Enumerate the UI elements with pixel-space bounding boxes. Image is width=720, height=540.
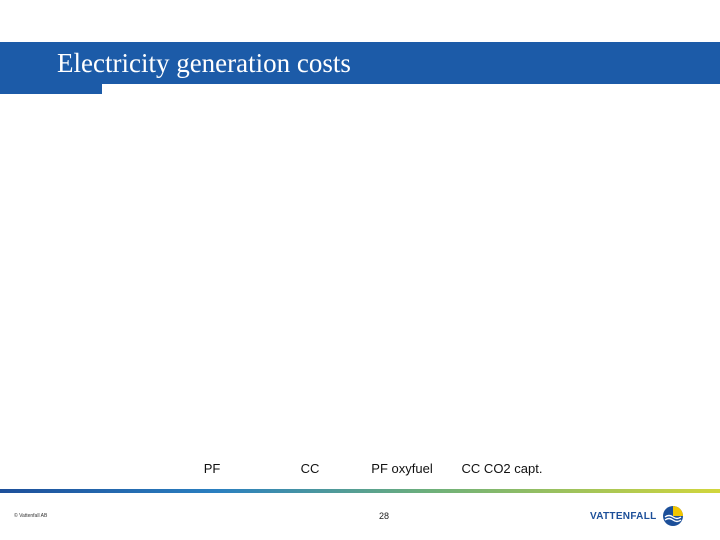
slide-title: Electricity generation costs: [57, 48, 351, 78]
vattenfall-logo-icon: [662, 506, 683, 526]
title-band: [0, 42, 720, 84]
page-number: 28: [378, 511, 390, 521]
copyright-text: © Vattenfall AB: [14, 513, 48, 519]
logo-text: VATTENFALL: [590, 510, 657, 522]
category-label-cc-co2-capt: CC CO2 capt.: [461, 461, 543, 476]
category-label-pf-oxyfuel: PF oxyfuel: [371, 461, 433, 476]
title-tab-accent: [0, 84, 102, 94]
category-label-cc: CC: [300, 461, 320, 476]
vattenfall-logo: VATTENFALL: [590, 505, 684, 527]
footer-gradient-bar: [0, 489, 720, 493]
category-label-pf: PF: [203, 461, 221, 476]
